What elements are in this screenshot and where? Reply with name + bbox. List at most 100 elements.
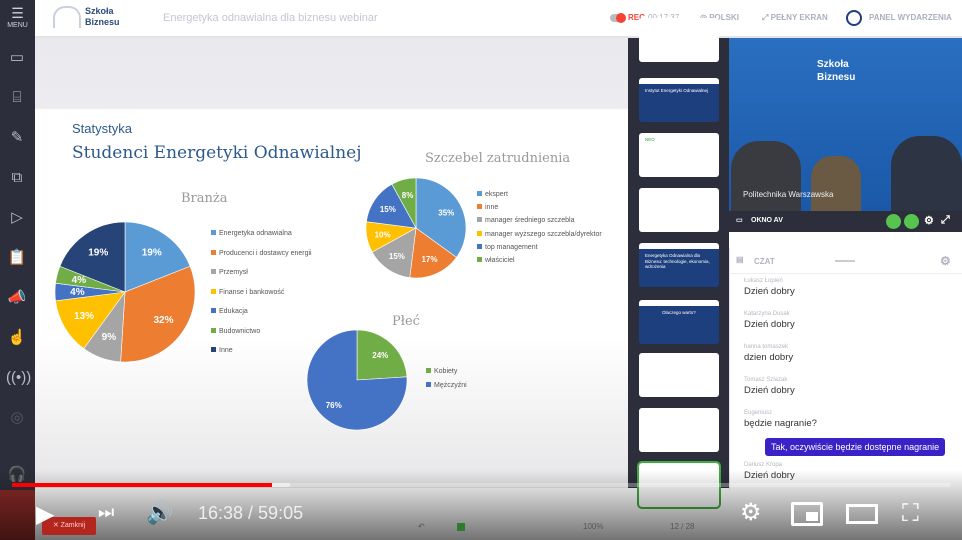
slide-thumbnail[interactable] — [639, 408, 719, 452]
legend-item: Finanse i bankowość — [211, 288, 312, 309]
expand-icon: ⤢ — [762, 13, 771, 22]
slide-thumbnail[interactable]: Dlaczego warto? — [639, 300, 719, 344]
legend-item: inne — [477, 204, 602, 217]
theater-mode-icon[interactable] — [846, 504, 878, 524]
chat-panel: ▤ CZAT ⚙ Łukasz Łopień Dzień dobry Katarzy… — [729, 248, 962, 490]
data-label: 24% — [372, 351, 388, 360]
menu-button[interactable]: ☰ MENU — [0, 0, 35, 38]
undo-icon[interactable]: ↶ — [418, 522, 425, 531]
fullscreen-icon[interactable]: ⛶ — [902, 500, 919, 527]
chat-message: hanna tomaszek dzien dobry — [744, 344, 793, 363]
rec-label: REC — [628, 13, 645, 22]
chart-legend: Energetyka odnawialna Producenci i dostaw… — [211, 230, 312, 367]
pen-icon[interactable]: ✎ — [10, 129, 24, 146]
screen-share-icon[interactable]: ⧉ — [11, 169, 23, 186]
play-video-icon[interactable]: ▷ — [11, 209, 23, 226]
next-icon[interactable]: ⏭ — [98, 502, 115, 522]
data-label: 10% — [375, 230, 391, 239]
legend-item: Budownictwo — [211, 327, 312, 348]
slide-thumbnail[interactable]: NEO — [639, 133, 719, 177]
presentation-slide: Statystyka Studenci Energetyki Odnawialn… — [35, 38, 628, 488]
legend-item: top management — [477, 243, 602, 257]
chat-message: Katarzyna Dusak Dzień dobry — [744, 311, 795, 330]
page-indicator: 12 / 28 — [670, 522, 695, 531]
video-backdrop-logo: Szkoła Biznesu — [817, 59, 856, 83]
zoom-level: 100% — [583, 522, 604, 531]
chart-title-szczebel: Szczebel zatrudnienia — [425, 151, 571, 166]
chart-title-plec: Płeć — [392, 314, 420, 329]
av-label: OKNO AV — [751, 217, 783, 224]
volume-icon[interactable]: 🔊 — [146, 500, 174, 525]
data-label: 19% — [88, 248, 108, 259]
play-icon[interactable]: ▶ — [36, 501, 55, 528]
chat-icon: ▤ — [736, 255, 744, 264]
slide-title: Studenci Energetyki Odnawialnej — [72, 143, 362, 163]
close-button[interactable]: ✕ Zamknij — [42, 517, 96, 535]
pie-slice — [415, 177, 467, 258]
webinar-title: Energetyka odnawialna dla biznesu webina… — [163, 12, 378, 24]
chat-header: ▤ CZAT ⚙ — [730, 248, 962, 274]
rec-timer: 00:17:37 — [648, 13, 679, 22]
chat-text: dzien dobry — [744, 352, 794, 363]
pie-slice — [120, 265, 196, 363]
miniplayer-icon[interactable] — [791, 502, 823, 526]
chat-text: będzie nagranie? — [744, 418, 817, 429]
slide-thumbnail[interactable] — [639, 18, 719, 62]
hamburger-icon: ☰ — [11, 5, 24, 21]
event-panel-button[interactable]: PANEL WYDARZENIA — [869, 13, 952, 22]
legend-item: manager średniego szczebla — [477, 217, 602, 230]
presentation-icon[interactable]: ⌸ — [12, 89, 22, 106]
chart-legend: ekspert inne manager średniego szczebla man… — [477, 191, 602, 270]
fullscreen-button[interactable]: ⤢ PEŁNY EKRAN — [762, 13, 828, 22]
chat-author: Dariusz Kropa — [744, 462, 783, 468]
data-label: 4% — [72, 275, 87, 286]
slide-thumbnail[interactable]: Energetyka Odnawialna dla Biznesu: techn… — [639, 243, 719, 287]
data-label: 13% — [74, 311, 94, 322]
data-label: 76% — [326, 401, 342, 410]
video-camera-icon[interactable]: ▭ — [9, 49, 25, 66]
legend-item: Edukacja — [211, 308, 312, 328]
progress-bar[interactable] — [12, 483, 950, 487]
chat-author: Eugeniusz — [744, 410, 773, 416]
sidebar: ☰MENU ▭ ⌸ ✎ ⧉ ▷ 📋 📣 ☝ ((•)) ◎ 🎧 — [0, 0, 35, 540]
data-label: 9% — [102, 332, 117, 343]
data-label: 32% — [154, 315, 174, 326]
settings-icon[interactable]: ⚙ — [924, 215, 934, 227]
popout-icon[interactable]: ⤢ — [941, 214, 950, 226]
camera-toggle-button[interactable] — [886, 214, 901, 229]
slide-thumbnail[interactable]: Instytut Energetyki Odnawialnej — [639, 78, 719, 122]
podcast-icon[interactable]: ◎ — [10, 409, 24, 426]
broadcast-icon[interactable]: ((•)) — [6, 369, 32, 386]
slide-subtitle: Statystyka — [72, 121, 132, 136]
time-display: 16:38 / 59:05 — [198, 503, 304, 523]
legend-item: ekspert — [477, 191, 602, 204]
data-label: 15% — [380, 205, 396, 214]
top-bar: Szkoła Biznesu Energetyka odnawialna dla … — [35, 0, 962, 38]
slide-thumbnails[interactable]: Instytut Energetyki Odnawialnej NEO Energe… — [628, 18, 729, 509]
speaker-3 — [891, 136, 962, 211]
chat-author: Łukasz Łopień — [744, 278, 783, 284]
pie-slice — [409, 227, 457, 279]
legend-item: Przemysł — [211, 269, 312, 289]
clipboard-check-icon[interactable]: 📋 — [7, 249, 27, 266]
rec-toggle[interactable] — [610, 13, 626, 23]
microphone-toggle-button[interactable] — [904, 214, 919, 229]
chat-settings-icon[interactable]: ⚙ — [940, 254, 951, 268]
slide-thumbnail[interactable] — [639, 353, 719, 397]
touch-icon[interactable]: ☝ — [7, 329, 27, 346]
settings-gear-icon[interactable]: ⚙ — [740, 499, 762, 526]
charts-svg: 19% 32% 9% 13% 4%4% 19% 35% 17% 15% 10% 15% 8% 24% 76… — [54, 177, 467, 431]
chat-message: Łukasz Łopień Dzień dobry — [744, 278, 795, 297]
chart-title-branza: Branża — [181, 191, 228, 206]
data-label: 15% — [389, 252, 405, 261]
drag-handle[interactable] — [835, 260, 855, 262]
legend-item: Kobiety — [426, 368, 467, 382]
speaker-2 — [811, 156, 861, 211]
data-label: 8% — [402, 191, 414, 200]
megaphone-icon[interactable]: 📣 — [7, 289, 27, 306]
color-swatch[interactable] — [457, 523, 465, 531]
slide-thumbnail[interactable] — [639, 188, 719, 232]
legend-item: Mężczyźni — [426, 382, 467, 396]
language-button[interactable]: ◎ POLSKI — [700, 13, 739, 22]
legend-item: manager wyższego szczebla/dyrektor — [477, 230, 602, 244]
